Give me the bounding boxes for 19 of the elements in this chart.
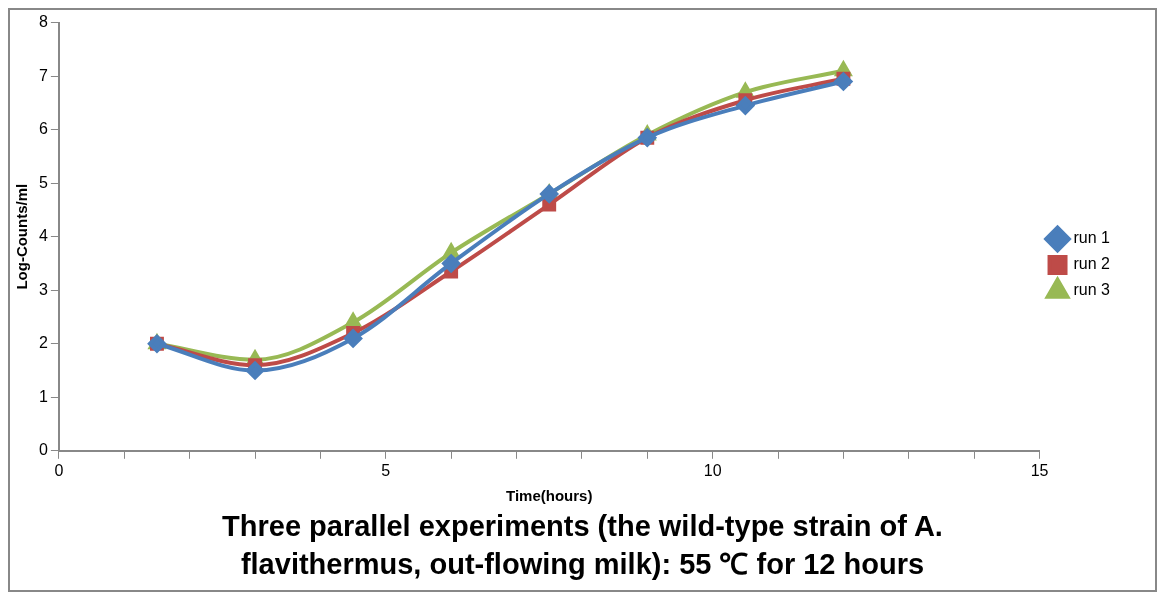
x-tick-label: 10 [703,461,722,479]
text: Three parallel experiments (the wild-type strain of A. flavithermus, out-flowing milk): 55 ℃ for 12 hours [221,510,944,582]
y-tick-label: 3 [38,280,48,298]
y-tick-label: 6 [38,120,48,138]
legend-label: run 3 [1073,281,1111,299]
legend-label: run 2 [1073,255,1111,273]
legend-label: run 1 [1073,229,1111,247]
y-tick-label: 5 [38,173,48,191]
y-tick-label: 4 [38,227,48,245]
x-tick-label: 5 [381,461,391,479]
y-tick-label: 0 [38,441,48,459]
y-tick-label: 2 [38,334,48,352]
y-axis-title: Log-Counts/ml [13,183,31,290]
y-tick-label: 1 [38,387,48,405]
x-tick-label: 15 [1030,461,1049,479]
x-axis-title: Time(hours) [506,487,593,505]
y-tick-label: 7 [38,66,48,84]
x-tick-label: 0 [54,461,64,479]
y-tick-label: 8 [38,13,48,31]
